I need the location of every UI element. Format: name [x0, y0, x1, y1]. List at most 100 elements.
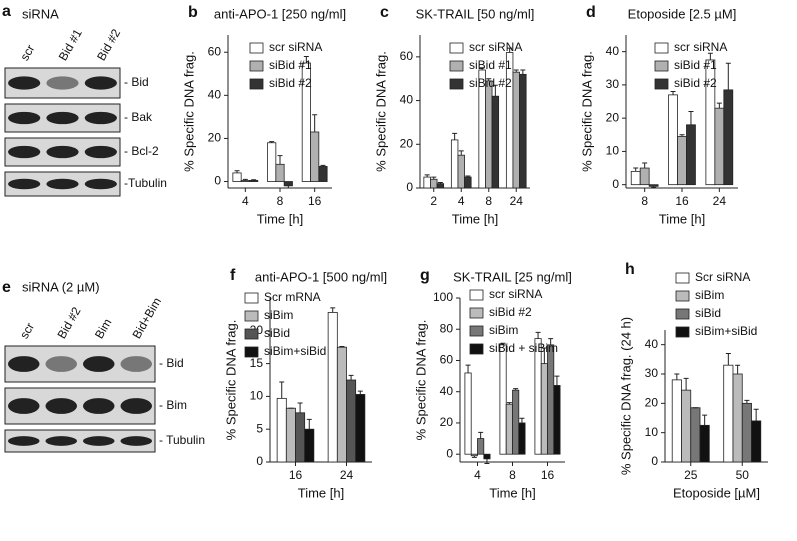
blot-band	[8, 356, 40, 372]
error-bar	[683, 377, 689, 391]
error-bar	[431, 176, 437, 180]
x-tick-label: 16	[289, 468, 303, 482]
error-bar	[725, 62, 731, 90]
panel-letter: e	[2, 279, 11, 296]
blot-title: siRNA	[22, 6, 59, 21]
x-axis-label: Time [h]	[452, 211, 498, 226]
error-bar	[234, 170, 240, 173]
band-label: - Bcl-2	[124, 144, 159, 158]
legend-label: Scr siRNA	[695, 270, 750, 284]
chart-title: anti-APO-1 [250 ng/ml]	[214, 6, 346, 21]
bar	[485, 80, 493, 189]
legend-swatch	[244, 310, 259, 322]
bar	[483, 453, 491, 460]
bar	[732, 373, 743, 463]
blot-band	[84, 178, 117, 190]
legend-label: siBid #1	[674, 58, 717, 72]
panel-letter: d	[586, 4, 596, 21]
error-bar	[707, 52, 713, 60]
legend-swatch	[244, 346, 259, 358]
bar	[505, 52, 514, 189]
bar	[450, 139, 459, 189]
error-bar	[452, 132, 458, 140]
lane-label: Bid #2	[54, 304, 83, 341]
error-bar	[251, 179, 257, 181]
legend-swatch	[654, 42, 669, 54]
legend-swatch	[469, 289, 484, 301]
error-bar	[484, 458, 490, 465]
lane-label: scr	[17, 320, 37, 341]
x-tick-label: 16	[675, 194, 689, 208]
bar	[518, 422, 526, 455]
error-bar	[357, 390, 363, 395]
bar	[457, 154, 465, 189]
error-bar	[642, 162, 648, 169]
y-tick-label: 10	[645, 425, 659, 439]
error-bar	[471, 455, 477, 458]
bar	[336, 346, 347, 463]
blot-band	[120, 398, 152, 414]
x-tick-label: 24	[510, 194, 524, 208]
legend-swatch	[469, 325, 484, 337]
lane-label: Bid #1	[56, 26, 85, 63]
blot-band	[83, 356, 115, 372]
error-bar	[242, 178, 248, 181]
legend-swatch	[654, 78, 669, 90]
y-tick-label: 60	[400, 49, 414, 63]
blot-band	[45, 398, 77, 414]
blot-band	[46, 111, 79, 125]
y-tick-label: 30	[645, 366, 659, 380]
panel-letter: f	[230, 267, 236, 284]
legend-label: Scr mRNA	[264, 290, 321, 304]
legend-label: siBid	[264, 326, 290, 340]
band-label: - Bak	[124, 110, 153, 124]
error-bar	[312, 114, 318, 132]
bar	[267, 142, 277, 182]
blot-band	[46, 145, 79, 159]
legend-label: siBid #2	[674, 76, 717, 90]
legend-label: scr siRNA	[489, 287, 542, 301]
y-tick-label: 40	[208, 88, 222, 102]
y-axis-label: % Specific DNA frag.	[181, 51, 196, 172]
bar	[630, 170, 641, 186]
legend-label: siBid #2	[489, 305, 532, 319]
y-axis-label: % Specific DNA frag.	[579, 51, 594, 172]
y-tick-label: 0	[406, 180, 413, 194]
error-bar	[513, 388, 519, 391]
blot-band	[8, 398, 40, 414]
error-bar	[519, 417, 525, 423]
error-bar	[513, 69, 519, 73]
band-label: - Bid	[124, 75, 149, 89]
error-bar	[269, 141, 275, 143]
blot-band	[46, 178, 79, 190]
chart-title: SK-TRAIL [50 ng/ml]	[416, 6, 535, 21]
bar	[751, 420, 762, 463]
legend-label: siBid #1	[469, 58, 512, 72]
bar	[677, 136, 687, 186]
error-bar	[535, 331, 541, 339]
legend-label: siBid + siBim	[489, 341, 558, 355]
bar	[310, 131, 320, 182]
bar	[540, 363, 548, 455]
error-bar	[285, 185, 291, 189]
bar	[699, 424, 710, 463]
bar	[275, 163, 285, 182]
blot-band	[8, 111, 41, 125]
error-bar	[674, 373, 680, 380]
error-bar	[702, 414, 708, 426]
bar	[283, 181, 293, 187]
legend-label: scr siRNA	[674, 40, 727, 54]
bar	[240, 180, 250, 182]
bar	[519, 73, 527, 189]
y-tick-label: 80	[440, 321, 454, 335]
blot-band	[8, 436, 40, 446]
error-bar	[554, 375, 560, 386]
bar	[491, 95, 500, 189]
error-bar	[458, 150, 464, 156]
error-bar	[507, 47, 513, 53]
blot-band	[83, 398, 115, 414]
y-tick-label: 30	[606, 77, 620, 91]
blot-band	[120, 436, 152, 446]
error-bar	[478, 431, 484, 439]
y-tick-label: 100	[433, 290, 453, 304]
